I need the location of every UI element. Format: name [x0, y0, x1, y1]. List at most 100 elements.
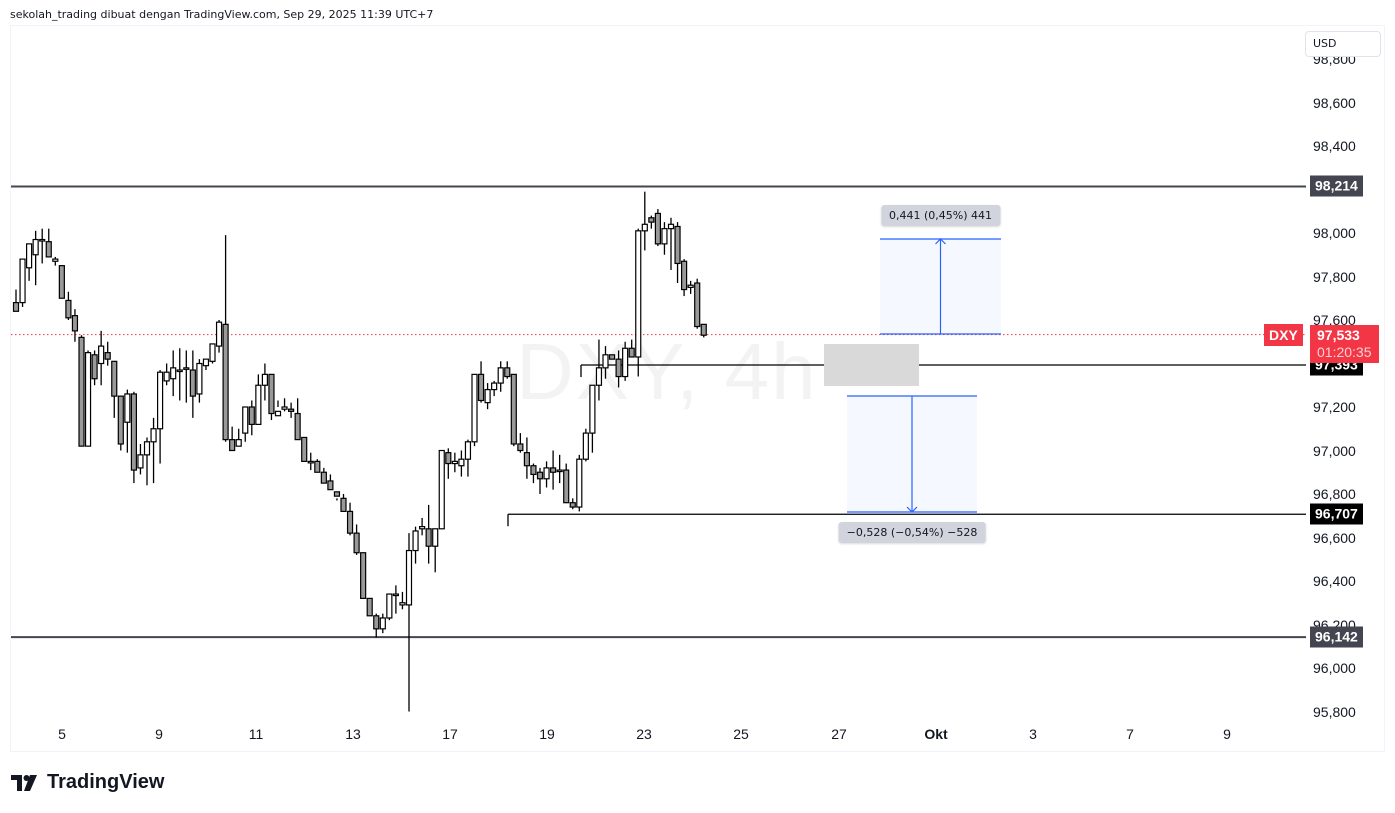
candle-bullish	[641, 223, 648, 232]
candle-bearish	[189, 369, 196, 397]
candle-bullish	[556, 469, 563, 473]
candle-bullish	[412, 530, 419, 552]
time-tick: 23	[636, 726, 652, 742]
bar-countdown: 01:20:35	[1317, 343, 1372, 360]
price-tick: 97,200	[1313, 399, 1356, 415]
candle-bearish	[648, 217, 655, 223]
price-tick: 97,800	[1313, 268, 1356, 285]
candle-bullish	[39, 238, 46, 242]
candle-bullish	[255, 384, 262, 426]
candle-bearish	[314, 460, 321, 473]
chart-container[interactable]: DXY, 4h 0,441 (0,45%) 441 −0,528 (−0,54%)…	[10, 25, 1385, 752]
candle-bearish	[373, 615, 380, 630]
candle-bullish	[52, 258, 59, 262]
candle-bullish	[419, 526, 426, 530]
level-price-label: 96,707	[1310, 503, 1363, 525]
tradingview-wordmark: TradingView	[47, 771, 165, 793]
candlestick-chart[interactable]	[11, 26, 1306, 726]
price-tick: 96,800	[1313, 486, 1356, 502]
candle-bullish	[464, 441, 472, 460]
candle-bullish	[582, 432, 589, 460]
price-tick: 97,600	[1313, 312, 1356, 328]
candle-bearish	[608, 354, 616, 360]
time-tick: 13	[345, 726, 361, 742]
candle-bullish	[26, 243, 33, 269]
last-price-value: 97,533	[1317, 326, 1360, 343]
candle-bearish	[45, 241, 52, 258]
last-price-label: 97,533 01:20:35	[1310, 324, 1379, 363]
price-axis[interactable]: 98,800 98,600 98,400 98,000 97,800 97,600 97,2…	[1306, 26, 1386, 753]
candle-bearish	[130, 393, 138, 471]
time-tick: 17	[442, 726, 458, 742]
candle-bullish	[576, 458, 583, 508]
candle-bullish	[405, 549, 413, 606]
price-tick: 96,400	[1313, 573, 1356, 589]
time-axis[interactable]: 5 9 11 13 17 19 23 25 27 Okt 3 7 9	[11, 726, 1306, 753]
candle-bullish	[399, 602, 406, 606]
candle-bullish	[124, 393, 131, 423]
plot-area[interactable]: DXY, 4h 0,441 (0,45%) 441 −0,528 (−0,54%)…	[11, 26, 1306, 726]
candle-bullish	[274, 410, 282, 417]
shaded-zone	[824, 344, 919, 386]
candle-bearish	[674, 225, 681, 265]
candle-bearish	[111, 360, 118, 397]
candle-bearish	[700, 323, 707, 336]
time-tick: Okt	[924, 726, 948, 742]
candle-bearish	[294, 412, 301, 441]
symbol-tag: DXY	[1264, 323, 1303, 346]
candle-bullish	[667, 223, 675, 230]
time-tick: 19	[539, 726, 555, 742]
candle-bearish	[340, 497, 347, 513]
candle-bearish	[523, 452, 531, 467]
candle-bullish	[176, 369, 183, 373]
candle-bullish	[215, 321, 223, 347]
candle-bearish	[425, 528, 432, 547]
candle-bearish	[680, 260, 688, 291]
candle-bearish	[615, 358, 622, 378]
candle-bullish	[202, 358, 210, 367]
level-price-label: 96,142	[1310, 626, 1363, 648]
time-tick: 11	[248, 726, 264, 742]
candle-bullish	[163, 371, 170, 382]
price-tick: 98,000	[1313, 225, 1356, 241]
candle-bearish	[229, 439, 236, 452]
candle-bullish	[635, 230, 642, 358]
time-tick: 3	[1029, 726, 1037, 742]
measure-label: −0,528 (−0,54%) −528	[838, 522, 986, 543]
candle-bearish	[288, 408, 295, 412]
candle-bullish	[19, 258, 26, 304]
candle-bearish	[510, 373, 517, 445]
level-price-label: 98,214	[1310, 175, 1363, 197]
candle-bearish	[517, 443, 524, 452]
candle-bullish	[379, 617, 386, 630]
price-tick: 96,000	[1313, 660, 1356, 676]
tradingview-logo-icon	[11, 774, 37, 791]
candle-bearish	[268, 373, 275, 415]
currency-selector[interactable]: USD	[1305, 31, 1381, 57]
candle-bearish	[477, 373, 485, 402]
candle-bullish	[451, 460, 458, 465]
candle-bullish	[307, 460, 314, 464]
candle-bullish	[84, 352, 92, 447]
time-tick: 25	[733, 726, 749, 742]
candle-bullish	[261, 373, 268, 386]
time-tick: 9	[1223, 726, 1231, 742]
candle-bullish	[157, 371, 164, 430]
candle-bullish	[392, 593, 399, 597]
tradingview-logo[interactable]: TradingView	[11, 771, 164, 794]
candle-bearish	[445, 452, 452, 465]
price-tick: 98,600	[1313, 94, 1356, 111]
candle-bearish	[563, 469, 570, 504]
candle-bearish	[628, 347, 635, 358]
symbol-watermark: DXY, 4h	[516, 327, 818, 416]
arrow-down-icon	[906, 506, 918, 513]
candle-bearish	[366, 597, 373, 617]
candle-bullish	[622, 347, 629, 378]
candle-bearish	[65, 299, 72, 319]
candle-bearish	[91, 354, 98, 380]
candle-bullish	[543, 467, 550, 480]
candle-bullish	[196, 362, 203, 395]
candle-bearish	[117, 395, 124, 445]
chart-caption: sekolah_trading dibuat dengan TradingVie…	[10, 8, 434, 21]
candle-bearish	[353, 532, 360, 554]
